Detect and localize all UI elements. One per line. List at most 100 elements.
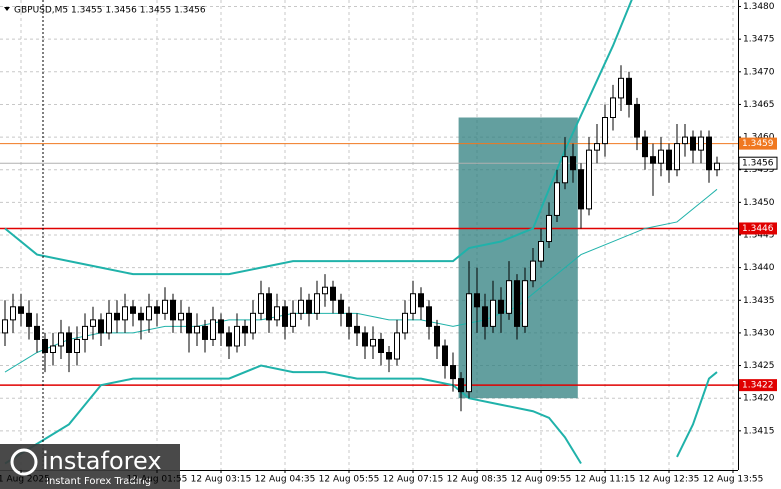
candle-body: [146, 306, 152, 321]
y-tick-label: 1.3420: [743, 394, 775, 404]
candle-body: [386, 352, 392, 360]
band-upper: [4, 0, 633, 276]
y-tick-label: 1.3475: [743, 35, 775, 45]
candle-body: [250, 312, 256, 334]
candle-body: [698, 136, 704, 151]
x-tick-label: 12 Aug 03:15: [191, 475, 252, 485]
menu-arrow[interactable]: [4, 7, 10, 11]
candle-body: [506, 280, 512, 314]
candle-body: [2, 319, 8, 334]
candle-body: [674, 143, 680, 171]
candle-body: [210, 319, 216, 340]
candle-body: [10, 306, 16, 321]
price-label-box: [739, 222, 777, 235]
candle-body: [82, 325, 88, 340]
y-tick-label: 1.3455: [743, 165, 775, 175]
candle-body: [18, 306, 24, 314]
candle-body: [274, 306, 280, 321]
candle-body: [378, 338, 384, 354]
watermark: instaforex Instant Forex Trading: [0, 444, 180, 489]
x-tick-label: 11 Aug 2025: [0, 475, 50, 485]
candle-body: [162, 299, 168, 314]
candle-body: [650, 156, 656, 164]
candle-body: [50, 345, 56, 354]
y-tick-label: 1.3470: [743, 67, 775, 77]
candle-body: [634, 103, 640, 138]
y-tick-label: 1.3450: [743, 198, 775, 208]
candle-body: [626, 77, 632, 105]
candle-body: [642, 136, 648, 158]
candle-body: [298, 299, 304, 314]
candle-body: [530, 260, 536, 282]
candle-body: [242, 325, 248, 334]
candle-body: [450, 365, 456, 380]
logo-brand: instaforex: [42, 447, 162, 475]
candle-body: [234, 325, 240, 347]
y-tick-label: 1.3435: [743, 296, 775, 306]
candle-body: [314, 293, 320, 314]
candle-body: [362, 332, 368, 347]
y-tick-label: 1.3480: [743, 2, 775, 12]
candle-body: [322, 286, 328, 295]
candle-body: [178, 312, 184, 321]
x-tick-label: 12 Aug 08:35: [447, 475, 508, 485]
plot-area: [0, 0, 738, 470]
candle-body: [354, 325, 360, 334]
candle-body: [58, 332, 64, 347]
price-label-box: [739, 137, 777, 150]
candle-body: [594, 143, 600, 151]
candle-body: [370, 338, 376, 347]
y-tick-label: 1.3460: [743, 133, 775, 143]
candle-body: [546, 214, 552, 243]
candle-body: [226, 332, 232, 347]
x-tick-label: 12 Aug 11:15: [575, 475, 636, 485]
candle-body: [194, 325, 200, 334]
candle-body: [442, 345, 448, 367]
price-label: 1.3422: [742, 381, 774, 391]
candle-body: [114, 312, 120, 321]
x-tick-label: 12 Aug 13:55: [703, 475, 764, 485]
candle-body: [482, 306, 488, 327]
candle-body: [690, 136, 696, 151]
candle-body: [98, 319, 104, 334]
logo-icon: [10, 448, 38, 476]
candle-body: [138, 312, 144, 321]
candle-body: [34, 325, 40, 340]
candle-body: [554, 182, 560, 216]
price-label: 1.3456: [742, 159, 774, 169]
y-tick-label: 1.3445: [743, 231, 775, 241]
candle-body: [498, 299, 504, 314]
candle-body: [266, 293, 272, 321]
candle-body: [586, 149, 592, 210]
candle-body: [458, 378, 464, 393]
price-label-box: [739, 379, 777, 392]
band-lower: [4, 364, 718, 465]
candle-body: [658, 149, 664, 164]
candle-body: [282, 306, 288, 327]
candle-body: [522, 280, 528, 327]
candle-body: [306, 299, 312, 314]
candle-body: [218, 319, 224, 334]
candle-body: [578, 169, 584, 210]
candle-body: [130, 306, 136, 314]
candle-body: [402, 312, 408, 334]
logo-tagline: Instant Forex Trading: [46, 476, 151, 487]
candle-body: [570, 156, 576, 171]
candle-body: [514, 280, 520, 327]
candle-body: [562, 156, 568, 184]
candle-body: [706, 136, 712, 171]
candle-body: [426, 306, 432, 327]
candle-body: [682, 136, 688, 145]
candle-body: [602, 117, 608, 145]
price-label: 1.3446: [742, 224, 774, 234]
candle-body: [202, 325, 208, 340]
y-tick-label: 1.3465: [743, 100, 775, 110]
candle-body: [538, 241, 544, 262]
candle-body: [410, 293, 416, 314]
candle-body: [186, 312, 192, 334]
candle-body: [434, 325, 440, 347]
candle-body: [474, 293, 480, 308]
candle-body: [394, 332, 400, 360]
